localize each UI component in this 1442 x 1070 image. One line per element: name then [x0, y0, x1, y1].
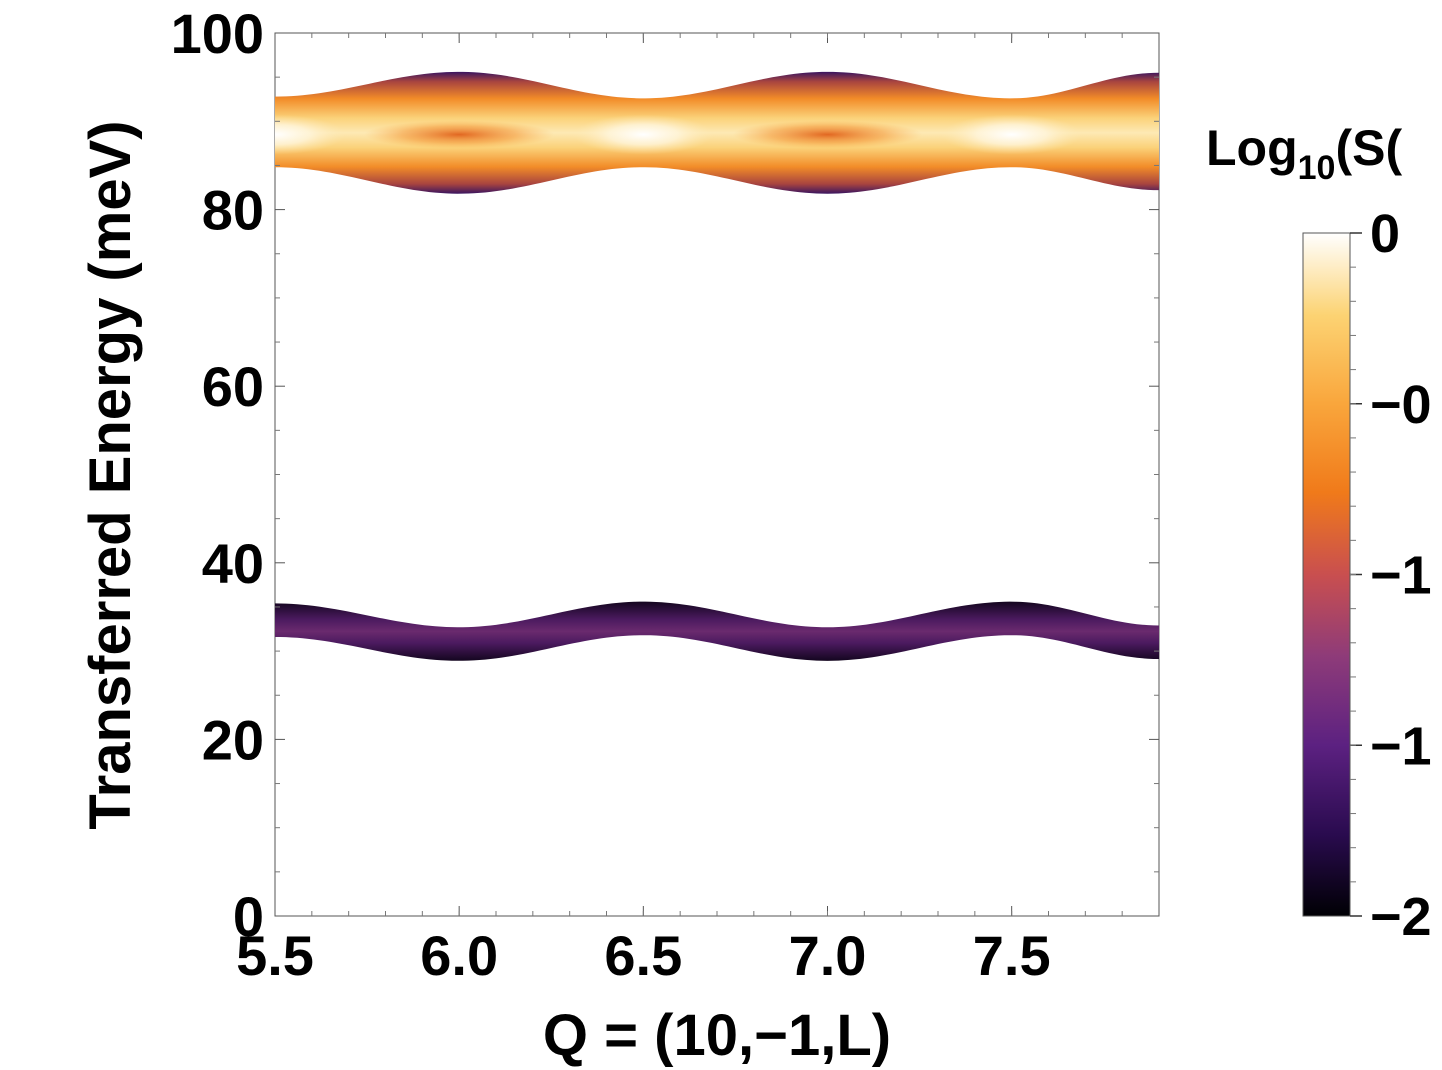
y-axis-title: Transferred Energy (meV)	[78, 120, 143, 829]
upper-branch-bright-spot	[941, 114, 1082, 155]
y-tick-label: 20	[202, 708, 264, 771]
y-axis-ticks: 0 20 40 60 80 100	[171, 2, 1159, 948]
upper-branch-dim-spot	[732, 120, 923, 149]
colorbar-tick-label: −1	[1370, 546, 1432, 606]
y-tick-label: 100	[171, 2, 264, 65]
y-tick-label: 60	[202, 355, 264, 418]
colorbar-title-main: Log	[1206, 120, 1298, 176]
x-tick-label: 5.5	[236, 924, 314, 987]
colorbar-tick-label: 0	[1370, 204, 1400, 264]
upper-branch-dim-spot	[364, 120, 555, 149]
plot-content	[275, 71, 1159, 661]
upper-branch-bright-spot	[573, 114, 714, 155]
upper-branch-bright-spot	[275, 114, 345, 155]
colorbar-tick-label: −1	[1370, 716, 1432, 776]
y-tick-label: 40	[202, 532, 264, 595]
lower-branch-band	[275, 601, 1159, 661]
y-tick-label: 0	[233, 885, 264, 948]
colorbar	[1302, 232, 1351, 917]
x-tick-label: 7.0	[789, 924, 867, 987]
x-axis-ticks: 5.5 6.0 6.5 7.0 7.5	[236, 33, 1123, 987]
x-tick-label: 7.5	[973, 924, 1051, 987]
colorbar-tick-label: −2	[1370, 887, 1432, 947]
upper-branch-band	[275, 71, 1159, 194]
x-tick-label: 6.5	[604, 924, 682, 987]
colorbar-title: Log10(S(	[1206, 120, 1402, 187]
colorbar-title-rest: (S(	[1335, 120, 1402, 176]
upper-branch-hotspots	[275, 114, 1082, 155]
colorbar-tick-label: −0	[1370, 375, 1432, 435]
x-axis-title: Q = (10,−1,L)	[543, 1003, 891, 1068]
x-tick-label: 6.0	[420, 924, 498, 987]
colorbar-ticks: 0 −0 −1 −1 −2	[1350, 204, 1432, 947]
y-tick-label: 80	[202, 179, 264, 242]
colorbar-title-subscript: 10	[1298, 149, 1336, 187]
